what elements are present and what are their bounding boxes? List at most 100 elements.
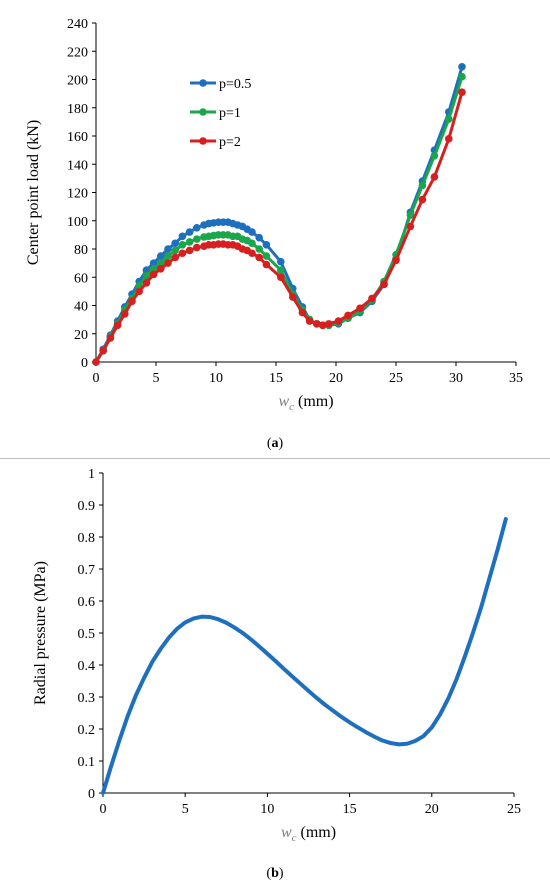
data-point-p-2 xyxy=(113,321,122,330)
data-point-p-2 xyxy=(418,195,427,204)
data-point-p-1 xyxy=(406,211,415,219)
data-point-p-0-5 xyxy=(157,252,165,260)
data-point-p-0-5 xyxy=(277,257,285,266)
data-point-p-2 xyxy=(298,308,307,317)
data-point-p-2 xyxy=(305,317,314,325)
data-point-p-1 xyxy=(262,252,271,260)
x-tick-label: 25 xyxy=(507,802,521,817)
chart-panel-b: 0 0.1 0.2 0.3 0.4 0.5 0.6 0.7 0.8 0.9 1 0 5 10 15 20 25 R… xyxy=(0,458,550,868)
x-axis-title-sub: c xyxy=(289,401,294,413)
chart-b-svg: 00.10.20.30.40.50.60.70.80.910 5 10 15 20 25R… xyxy=(32,467,521,844)
legend-label-p-0-5: p=0.5 xyxy=(219,77,251,92)
data-point-p-1 xyxy=(458,72,466,81)
x-axis-title: wc (mm) xyxy=(278,393,333,413)
x-tick-label: 25 xyxy=(389,371,403,386)
data-point-p-1 xyxy=(157,259,165,267)
data-point-p-2 xyxy=(157,264,165,273)
y-tick-label: 0.3 xyxy=(78,691,96,706)
x-tick-label: 10 xyxy=(209,371,223,386)
y-tick-label: 0.7 xyxy=(78,563,96,578)
y-tick-label: 0 xyxy=(88,787,95,802)
data-point-p-2 xyxy=(128,297,136,306)
x-tick-label: 0 xyxy=(100,802,107,817)
data-point-p-0-5 xyxy=(185,228,194,236)
x-tick-label: 0 xyxy=(93,371,100,386)
y-tick-label: 60 xyxy=(74,271,88,286)
x-axis-title-unit: (mm) xyxy=(297,824,337,841)
data-point-p-2 xyxy=(406,222,415,231)
data-point-p-2 xyxy=(193,243,201,252)
x-axis-title: wc (mm) xyxy=(281,824,336,844)
y-axis-title: Center point load (kN) xyxy=(25,120,42,265)
x-axis-title-var: w xyxy=(281,824,292,841)
legend-label-p-2: p=2 xyxy=(219,135,241,150)
legend-marker-p-2 xyxy=(199,137,207,145)
data-point-p-2 xyxy=(380,280,388,289)
data-point-p-1 xyxy=(164,252,172,260)
data-point-p-2 xyxy=(135,287,143,296)
data-point-p-2 xyxy=(289,293,297,301)
data-point-p-0-5 xyxy=(458,62,466,71)
y-tick-label: 20 xyxy=(74,328,88,343)
data-point-p-0-5 xyxy=(255,233,263,242)
y-tick-label: 160 xyxy=(67,130,88,145)
data-point-p-0-5 xyxy=(164,245,172,253)
data-point-p-2 xyxy=(368,294,376,303)
y-tick-label: 1 xyxy=(88,467,95,482)
x-tick-label: 20 xyxy=(425,802,439,817)
legend-label-p-1: p=1 xyxy=(219,106,241,121)
y-axis-title: Radial pressure (MPa) xyxy=(32,561,49,705)
data-point-p-1 xyxy=(418,181,427,190)
data-point-p-2 xyxy=(392,256,400,265)
x-tick-label: 10 xyxy=(260,802,274,817)
data-point-p-2 xyxy=(178,249,187,258)
y-tick-label: 0.1 xyxy=(78,755,96,770)
y-tick-label: 0.2 xyxy=(78,723,96,738)
data-point-p-0-5 xyxy=(171,239,179,248)
x-tick-label: 20 xyxy=(329,371,343,386)
caption-a-suffix: ) xyxy=(278,436,284,451)
x-tick-label: 35 xyxy=(509,371,523,386)
caption-a-prefix: ( xyxy=(266,436,272,451)
y-tick-label: 0.4 xyxy=(78,659,96,674)
caption-b: (b) xyxy=(0,866,550,882)
y-tick-label: 100 xyxy=(67,215,88,230)
x-tick-label: 30 xyxy=(449,371,463,386)
y-tick-label: 0.8 xyxy=(78,531,96,546)
data-point-p-2 xyxy=(99,346,107,355)
chart-panel-a: 0 20 40 60 80 100 120 140 160 180 200 220 240 0 5 10 15 2… xyxy=(0,0,550,427)
y-tick-label: 0.6 xyxy=(78,595,96,610)
data-point-p-2 xyxy=(248,249,256,258)
data-point-p-2 xyxy=(458,88,466,97)
x-tick-label: 5 xyxy=(153,371,160,386)
x-tick-label: 5 xyxy=(182,802,189,817)
caption-a-letter: a xyxy=(271,436,279,451)
data-point-p-2 xyxy=(356,304,364,313)
y-tick-label: 40 xyxy=(74,300,88,315)
x-tick-label: 15 xyxy=(269,371,283,386)
y-tick-label: 180 xyxy=(67,102,88,117)
data-point-p-1 xyxy=(255,245,263,253)
data-point-p-2 xyxy=(92,358,100,366)
x-axis-title-unit: (mm) xyxy=(294,393,334,410)
data-point-p-2 xyxy=(262,260,271,269)
data-point-p-2 xyxy=(430,173,439,181)
caption-a: (a) xyxy=(0,436,550,452)
legend-marker-p-1 xyxy=(199,108,207,116)
y-tick-label: 240 xyxy=(67,17,88,32)
y-tick-label: 220 xyxy=(67,45,88,60)
data-point-p-1 xyxy=(445,115,453,123)
data-point-p-1 xyxy=(430,151,439,160)
data-point-p-2 xyxy=(255,253,263,262)
caption-b-letter: b xyxy=(271,866,279,881)
data-point-p-1 xyxy=(185,238,194,246)
data-point-p-1 xyxy=(277,266,285,274)
y-tick-label: 80 xyxy=(74,243,88,258)
data-point-p-0-5 xyxy=(178,232,187,241)
data-point-p-2 xyxy=(334,317,343,325)
data-point-p-2 xyxy=(106,334,115,342)
data-point-p-1 xyxy=(193,235,201,243)
x-axis-title-var: w xyxy=(278,393,289,410)
legend-marker-p-0-5 xyxy=(199,79,207,87)
chart-a-svg: 0 20 40 60 80 100 120 140 160 180 200 220 240 0 5 10 15 2… xyxy=(25,17,523,413)
